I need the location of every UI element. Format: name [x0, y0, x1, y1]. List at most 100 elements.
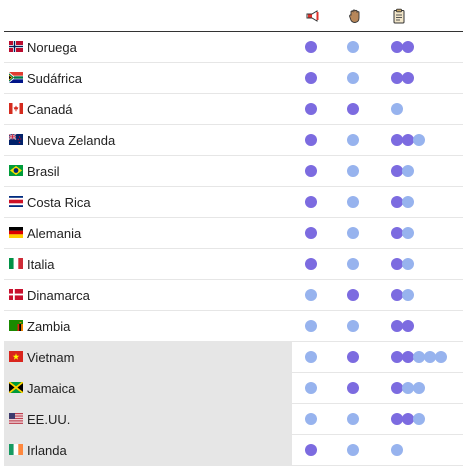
country-name: Canadá — [27, 102, 73, 117]
dark-dot-icon — [391, 351, 403, 363]
col3-rating — [391, 289, 414, 301]
dark-dot-icon — [391, 72, 403, 84]
ireland-flag-icon — [9, 444, 23, 455]
new-zealand-flag-icon — [9, 134, 23, 145]
light-dot-icon — [402, 165, 414, 177]
dark-dot-icon — [391, 196, 403, 208]
col1-rating — [305, 41, 317, 53]
light-dot-icon — [413, 134, 425, 146]
dark-dot-icon — [391, 289, 403, 301]
col2-rating — [347, 103, 359, 115]
dark-dot-icon — [391, 382, 403, 394]
col2-rating — [347, 196, 359, 208]
col3-rating — [391, 103, 403, 115]
dark-dot-icon — [305, 258, 317, 270]
country-name: Costa Rica — [27, 195, 91, 210]
col2-rating — [347, 351, 359, 363]
col2-rating — [347, 320, 359, 332]
country-cell: Canadá — [4, 94, 292, 124]
norway-flag-icon — [9, 41, 23, 52]
light-dot-icon — [347, 320, 359, 332]
table-row: Dinamarca — [4, 280, 463, 311]
country-name: Jamaica — [27, 381, 76, 396]
denmark-flag-icon — [9, 289, 23, 300]
dark-dot-icon — [402, 413, 414, 425]
col2-rating — [347, 413, 359, 425]
col2-rating — [347, 444, 359, 456]
table-row: Irlanda — [4, 435, 463, 466]
col3-rating — [391, 351, 447, 363]
table-row: Canadá — [4, 94, 463, 125]
col2-rating — [347, 134, 359, 146]
light-dot-icon — [347, 72, 359, 84]
light-dot-icon — [402, 289, 414, 301]
table-row: Alemania — [4, 218, 463, 249]
col1-rating — [305, 103, 317, 115]
col1-rating — [305, 413, 317, 425]
country-cell: Italia — [4, 249, 292, 279]
dark-dot-icon — [391, 134, 403, 146]
light-dot-icon — [305, 351, 317, 363]
zambia-flag-icon — [9, 320, 23, 331]
table-row: Italia — [4, 249, 463, 280]
light-dot-icon — [305, 413, 317, 425]
light-dot-icon — [347, 258, 359, 270]
dark-dot-icon — [402, 134, 414, 146]
col3-rating — [391, 320, 414, 332]
col1-rating — [305, 382, 317, 394]
dark-dot-icon — [402, 320, 414, 332]
dark-dot-icon — [391, 165, 403, 177]
col2-rating — [347, 227, 359, 239]
col3-rating — [391, 382, 425, 394]
table-row: Noruega — [4, 32, 463, 63]
dark-dot-icon — [305, 41, 317, 53]
col1-rating — [305, 196, 317, 208]
light-dot-icon — [413, 413, 425, 425]
country-name: Dinamarca — [27, 288, 90, 303]
country-cell: Costa Rica — [4, 187, 292, 217]
table-row: Sudáfrica — [4, 63, 463, 94]
country-cell: Zambia — [4, 311, 292, 341]
light-dot-icon — [424, 351, 436, 363]
light-dot-icon — [402, 196, 414, 208]
col3-rating — [391, 444, 403, 456]
country-name: Nueva Zelanda — [27, 133, 116, 148]
col3-rating — [391, 413, 425, 425]
light-dot-icon — [347, 41, 359, 53]
col1-rating — [305, 165, 317, 177]
south-africa-flag-icon — [9, 72, 23, 83]
col3-rating — [391, 41, 414, 53]
light-dot-icon — [305, 320, 317, 332]
light-dot-icon — [402, 258, 414, 270]
dark-dot-icon — [305, 134, 317, 146]
light-dot-icon — [347, 227, 359, 239]
hand-icon — [347, 8, 363, 24]
light-dot-icon — [413, 351, 425, 363]
col1-rating — [305, 134, 317, 146]
col2-rating — [347, 258, 359, 270]
dark-dot-icon — [402, 41, 414, 53]
dark-dot-icon — [391, 258, 403, 270]
usa-flag-icon — [9, 413, 23, 424]
col1-rating — [305, 289, 317, 301]
table-header — [4, 0, 463, 32]
country-name: EE.UU. — [27, 412, 71, 427]
col3-rating — [391, 196, 414, 208]
col3-rating — [391, 258, 414, 270]
megaphone-icon — [305, 8, 321, 24]
col1-rating — [305, 351, 317, 363]
dark-dot-icon — [305, 196, 317, 208]
col2-rating — [347, 165, 359, 177]
col2-rating — [347, 41, 359, 53]
light-dot-icon — [347, 196, 359, 208]
col1-rating — [305, 444, 317, 456]
country-name: Sudáfrica — [27, 71, 82, 86]
country-table: Noruega Sudáfrica Canadá Nueva Zelanda Brasi… — [4, 0, 463, 466]
table-row: Costa Rica — [4, 187, 463, 218]
country-cell: Brasil — [4, 156, 292, 186]
col1-rating — [305, 258, 317, 270]
country-cell: Dinamarca — [4, 280, 292, 310]
col1-rating — [305, 320, 317, 332]
dark-dot-icon — [305, 444, 317, 456]
light-dot-icon — [347, 444, 359, 456]
